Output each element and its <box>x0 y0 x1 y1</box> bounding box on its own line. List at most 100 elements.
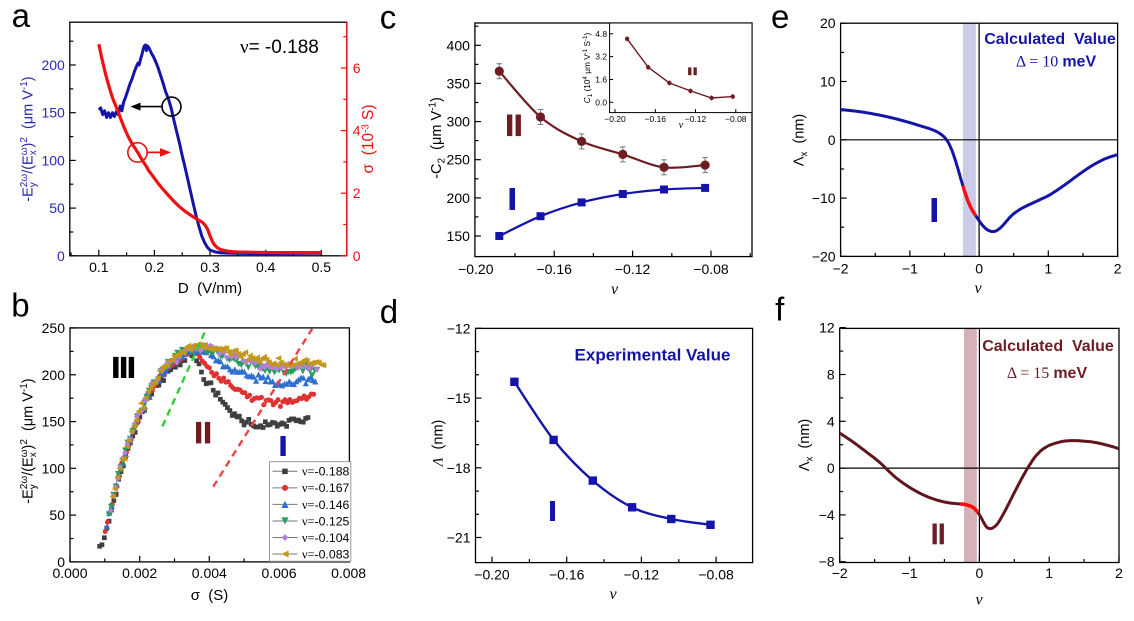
svg-text:2: 2 <box>437 158 448 164</box>
svg-text:ν= -0.188: ν= -0.188 <box>240 37 319 58</box>
svg-text:c: c <box>380 0 397 35</box>
svg-text:50: 50 <box>49 507 65 523</box>
svg-text:300: 300 <box>447 114 471 130</box>
svg-text:C: C <box>582 96 592 103</box>
svg-text:d: d <box>380 293 398 330</box>
svg-text:1.6: 1.6 <box>595 75 607 85</box>
svg-text:−0.12: −0.12 <box>685 114 707 124</box>
svg-text:-E: -E <box>20 489 36 504</box>
svg-text:2: 2 <box>19 137 30 143</box>
svg-text:y: y <box>28 484 39 489</box>
svg-text:2: 2 <box>353 185 361 201</box>
svg-text:b: b <box>11 287 29 324</box>
svg-text:(nm): (nm) <box>797 419 813 457</box>
svg-text:4: 4 <box>582 76 589 80</box>
svg-text:/(E: /(E <box>20 457 36 476</box>
svg-text:3.2: 3.2 <box>595 52 607 62</box>
svg-text:150: 150 <box>42 414 66 430</box>
svg-text:-1: -1 <box>582 48 589 54</box>
svg-text:σ (S): σ (S) <box>191 587 229 604</box>
svg-text:0: 0 <box>57 554 65 570</box>
svg-text:−4: −4 <box>819 507 835 523</box>
svg-text:350: 350 <box>447 75 471 91</box>
svg-text:400: 400 <box>447 37 471 53</box>
svg-text:-1: -1 <box>582 35 589 41</box>
svg-text:2: 2 <box>1115 565 1123 581</box>
svg-text:−20: −20 <box>812 248 836 264</box>
svg-text:1: 1 <box>587 93 594 97</box>
svg-text:−0.12: −0.12 <box>615 261 651 277</box>
svg-text:0: 0 <box>57 248 65 264</box>
svg-text:250: 250 <box>447 152 471 168</box>
svg-text:a: a <box>12 0 31 34</box>
svg-text:(μm V: (μm V <box>20 392 36 439</box>
svg-text:ω: ω <box>19 147 30 155</box>
svg-text:ν: ν <box>974 280 982 297</box>
svg-text:2ω: 2ω <box>19 476 30 490</box>
svg-text:−0.16: −0.16 <box>536 261 572 277</box>
svg-text:150: 150 <box>447 228 471 244</box>
svg-text:0.0: 0.0 <box>595 97 607 107</box>
svg-text:0.3: 0.3 <box>200 259 220 275</box>
svg-text:S): S) <box>360 104 377 124</box>
svg-text:x: x <box>805 457 816 462</box>
svg-text:Λ: Λ <box>797 461 813 471</box>
svg-text:−18: −18 <box>447 460 471 476</box>
svg-text:−0.20: −0.20 <box>474 567 510 583</box>
svg-text:1: 1 <box>1045 565 1053 581</box>
svg-text:0.5: 0.5 <box>312 259 332 275</box>
svg-text:0.006: 0.006 <box>261 565 296 581</box>
svg-text:−0.16: −0.16 <box>645 114 667 124</box>
svg-text:0: 0 <box>353 248 361 264</box>
svg-text:): ) <box>20 445 36 450</box>
svg-text:(μm V: (μm V <box>429 111 445 158</box>
svg-text:150: 150 <box>41 105 65 121</box>
svg-text:): ) <box>20 76 36 81</box>
svg-text:(10: (10 <box>582 79 592 94</box>
svg-text:8: 8 <box>827 367 835 383</box>
svg-text:−12: −12 <box>447 320 471 336</box>
svg-text:Δ = 10 meV: Δ = 10 meV <box>1016 54 1097 71</box>
svg-text:ν=-0.125: ν=-0.125 <box>302 514 350 528</box>
svg-text:ν: ν <box>679 120 684 131</box>
svg-text:ν=-0.188: ν=-0.188 <box>302 465 350 479</box>
svg-text:ν=-0.083: ν=-0.083 <box>302 547 350 561</box>
svg-text:0.002: 0.002 <box>122 565 157 581</box>
svg-text:−15: −15 <box>447 390 471 406</box>
svg-text:0: 0 <box>976 565 984 581</box>
svg-text:−0.08: −0.08 <box>725 114 747 124</box>
svg-text:-1: -1 <box>19 383 30 392</box>
svg-text:2: 2 <box>19 439 30 445</box>
svg-text:0.000: 0.000 <box>52 565 87 581</box>
svg-text:100: 100 <box>41 152 65 168</box>
svg-text:-C: -C <box>429 163 445 178</box>
svg-text:Calculated Value: Calculated Value <box>984 31 1116 48</box>
svg-text:Calculated Value: Calculated Value <box>982 338 1114 355</box>
svg-text:−0.16: −0.16 <box>549 567 585 583</box>
svg-text:−8: −8 <box>819 554 835 570</box>
svg-text:σ (10: σ (10 <box>360 133 377 174</box>
svg-text:): ) <box>429 97 445 102</box>
svg-text:ν: ν <box>609 586 617 603</box>
svg-text:0.4: 0.4 <box>256 259 276 275</box>
svg-text:−21: −21 <box>447 530 471 546</box>
svg-text:200: 200 <box>41 57 65 73</box>
svg-text:0: 0 <box>975 260 983 276</box>
svg-text:μm V: μm V <box>582 54 592 76</box>
svg-text:x: x <box>799 152 810 157</box>
svg-text:−1: −1 <box>902 260 918 276</box>
svg-text:200: 200 <box>447 190 471 206</box>
svg-text:D (V/nm): D (V/nm) <box>178 280 242 297</box>
svg-text:0.008: 0.008 <box>331 565 366 581</box>
svg-text:ν=-0.146: ν=-0.146 <box>302 498 350 512</box>
svg-text:/(E: /(E <box>20 155 36 174</box>
svg-text:4: 4 <box>827 413 835 429</box>
svg-text:0.1: 0.1 <box>89 259 109 275</box>
svg-text:f: f <box>775 291 785 328</box>
svg-text:−10: −10 <box>812 190 836 206</box>
svg-text:4.8: 4.8 <box>595 29 607 39</box>
svg-text:Λ: Λ <box>792 156 808 166</box>
svg-text:): ) <box>582 33 592 36</box>
svg-text:4: 4 <box>353 123 361 139</box>
svg-text:y: y <box>28 182 39 187</box>
